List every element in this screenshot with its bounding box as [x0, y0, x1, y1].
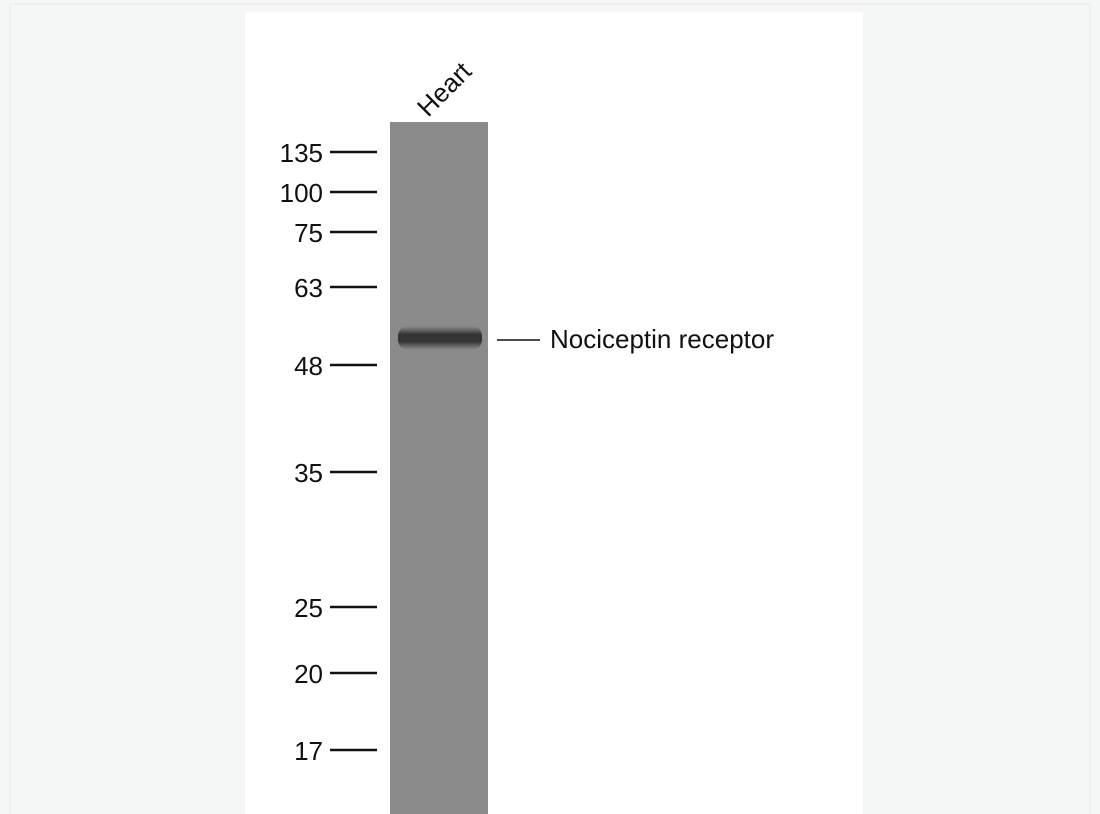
marker-label: 25	[294, 593, 323, 623]
marker-label: 20	[294, 659, 323, 689]
lane	[390, 122, 488, 814]
band	[398, 326, 482, 350]
marker-label: 135	[280, 138, 323, 168]
page: Heart Nociceptin receptor 13510075634835…	[0, 0, 1100, 814]
marker-label: 75	[294, 218, 323, 248]
blot-figure: Heart Nociceptin receptor 13510075634835…	[0, 0, 1100, 814]
band-label: Nociceptin receptor	[550, 324, 774, 354]
marker-label: 35	[294, 458, 323, 488]
marker-label: 17	[294, 736, 323, 766]
panel	[245, 12, 863, 814]
marker-label: 48	[294, 351, 323, 381]
marker-label: 100	[280, 178, 323, 208]
marker-label: 63	[294, 273, 323, 303]
